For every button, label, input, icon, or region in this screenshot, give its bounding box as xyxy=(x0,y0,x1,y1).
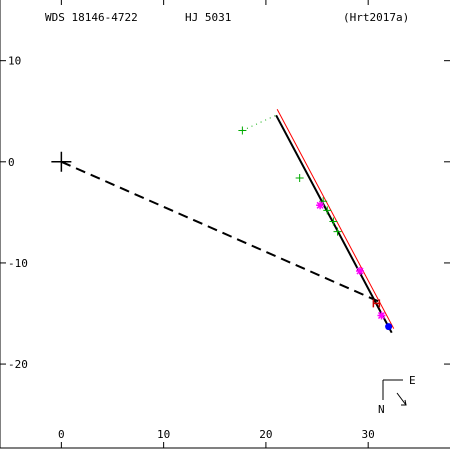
observation-star-6 xyxy=(316,201,325,210)
x-tick-label: 0 xyxy=(58,428,65,441)
observation-dot-10 xyxy=(385,323,393,331)
wds-designation: WDS 18146-4722 xyxy=(45,11,138,24)
observation-markers xyxy=(238,126,393,331)
orbit-series xyxy=(60,108,395,334)
series-line-1 xyxy=(276,108,395,329)
y-tick-label: -10 xyxy=(8,257,28,270)
observation-h-9 xyxy=(372,299,381,308)
x-tick-label: 20 xyxy=(259,428,272,441)
pair-name: HJ 5031 xyxy=(185,11,231,24)
motion-arrowhead-icon xyxy=(401,399,407,406)
reference-code: (Hrt2017a) xyxy=(343,11,409,24)
observation-plus-3 xyxy=(323,206,332,215)
y-tick-label: 10 xyxy=(8,55,21,68)
observation-plus-1 xyxy=(295,173,304,182)
x-tick-label: 30 xyxy=(362,428,375,441)
primary-cross-icon xyxy=(51,151,72,172)
observation-plus-4 xyxy=(329,217,338,226)
observation-plus-2 xyxy=(319,197,328,206)
observation-plus-5 xyxy=(333,227,342,236)
series-line-2 xyxy=(60,160,379,303)
series-line-0 xyxy=(275,114,393,334)
observation-star-8 xyxy=(377,311,386,320)
primary-star-cross xyxy=(51,151,72,172)
motion-arrow-icon xyxy=(396,392,407,406)
compass-east-label: E xyxy=(409,374,416,387)
compass-rose: E N xyxy=(378,374,416,416)
observation-plus-0 xyxy=(238,126,247,135)
x-tick-label: 10 xyxy=(157,428,170,441)
series-line-3 xyxy=(242,114,277,131)
compass-north-label: N xyxy=(378,403,385,416)
observation-star-7 xyxy=(356,267,364,276)
y-tick-label: -20 xyxy=(8,358,28,371)
y-tick-label: 0 xyxy=(8,156,15,169)
